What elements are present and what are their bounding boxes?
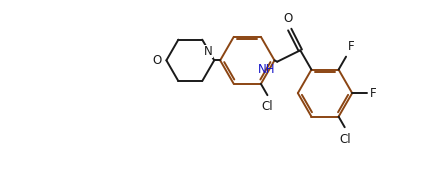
Text: N: N xyxy=(204,45,212,58)
Text: F: F xyxy=(347,40,353,53)
Text: Cl: Cl xyxy=(261,101,273,113)
Text: O: O xyxy=(283,12,292,25)
Text: Cl: Cl xyxy=(338,132,350,146)
Text: NH: NH xyxy=(258,63,275,76)
Text: O: O xyxy=(152,54,161,67)
Text: F: F xyxy=(369,87,375,100)
